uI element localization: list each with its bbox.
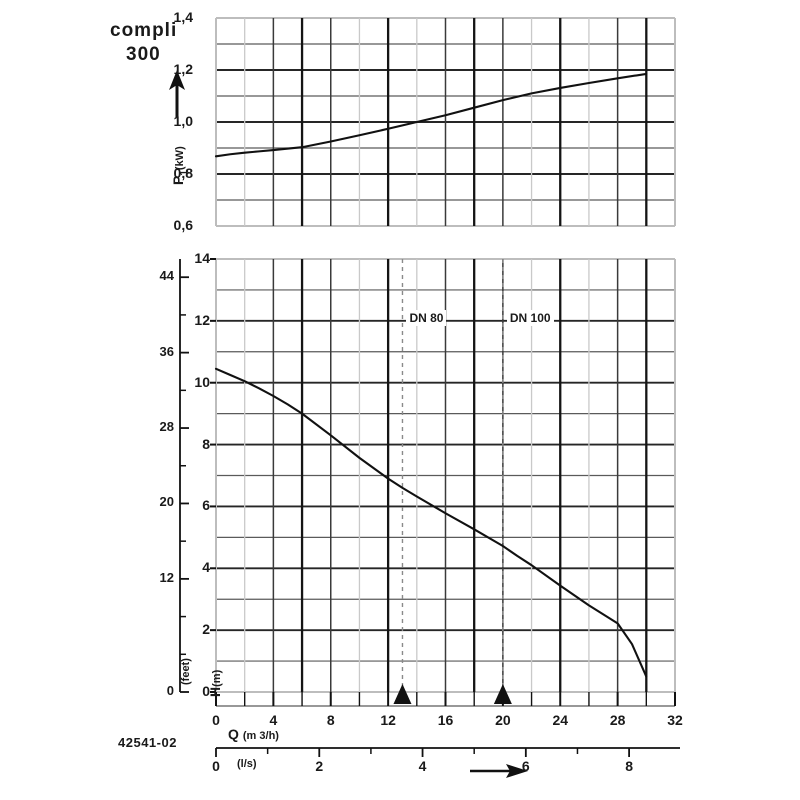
document-code: 42541-02 [118,735,177,750]
q-axis-unit: (m 3/h) [242,730,279,742]
p1-tick-label: 1,2 [173,61,193,77]
feet-tick-label: 28 [159,419,174,435]
ls-tick-label: 8 [625,758,633,774]
ls-axis-label-text: (l/s) [237,758,257,770]
h-tick-label: 12 [194,311,210,328]
p1-axis-label-sub: 1 [178,170,190,176]
q-tick-label: 20 [495,712,511,728]
q-tick-label: 32 [667,712,683,728]
h-tick-label: 6 [202,497,210,514]
h-tick-label: 8 [202,435,210,452]
up-arrow-icon [169,70,185,90]
p1-tick-label: 1,0 [173,113,193,129]
ls-tick-label: 4 [418,758,427,774]
q-axis-label-text: Q [228,726,239,742]
feet-tick-label: 0 [166,683,174,698]
feet-axis-label-text: (feet) [180,658,192,685]
feet-tick-label: 12 [159,569,174,585]
h-tick-label: 14 [194,250,210,266]
h-tick-label: 0 [202,683,210,699]
ls-axis-caption: (l/s) [237,758,257,770]
p1-tick-label: 0,6 [173,217,193,233]
q-tick-label: 16 [437,712,454,728]
feet-axis-label: (feet) [180,658,192,685]
power-curve-line [214,72,648,158]
feet-tick-label: 44 [159,268,174,284]
h-tick-label: 10 [194,373,210,390]
q-tick-label: 12 [380,712,396,728]
model-title-line1: compli [110,20,178,41]
right-arrow-icon [506,764,528,778]
feet-tick-label: 20 [159,494,174,510]
p1-axis-label: P1(kW) [170,146,190,185]
h-axis-unit: (m) [211,669,223,687]
q-tick-label: 4 [269,712,278,728]
q-tick-label: 28 [609,712,626,728]
p1-axis-unit: (kW) [174,146,186,171]
feet-tick-label: 36 [159,343,174,359]
p1-tick-label: 1,4 [173,9,193,25]
duty-point-marker-dn80 [393,684,412,704]
h-tick-label: 4 [202,559,210,576]
dn-label-1: DN 100 [506,310,554,327]
q-tick-label: 8 [326,712,335,728]
p1-axis-label-text: P [170,175,186,185]
head-curve-line [214,367,648,678]
h-axis-label-text: H [207,686,223,697]
ls-tick-label: 0 [212,758,220,774]
ls-tick-label: 2 [315,758,324,774]
q-tick-label: 24 [552,712,569,728]
h-tick-label: 2 [202,621,210,638]
model-title-line2: 300 [126,44,161,65]
ls-tick-label: 6 [521,758,530,774]
p1-tick-label: 0,8 [173,165,193,181]
dn-label-0: DN 80 [406,310,447,327]
h-axis-label: H(m) [207,670,223,697]
q-axis-caption: Q (m 3/h) [228,726,279,744]
q-tick-label: 0 [212,712,220,728]
